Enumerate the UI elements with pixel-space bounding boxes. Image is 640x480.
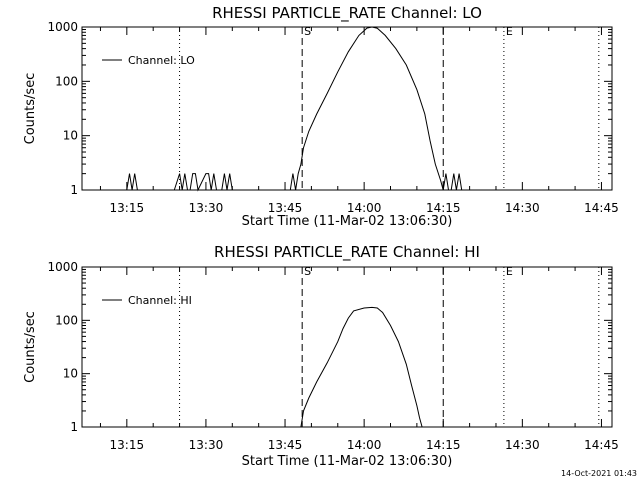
x-tick-label: 13:30	[189, 438, 224, 452]
y-tick-label: 1	[70, 420, 78, 434]
x-tick-label: 14:45	[584, 201, 619, 215]
y-axis-label: Counts/sec	[23, 311, 38, 383]
series-line-1	[82, 26, 612, 192]
x-tick-label: 13:45	[268, 438, 303, 452]
y-tick-label: 1000	[47, 260, 78, 274]
x-tick-label: 14:30	[505, 438, 540, 452]
chart-title: RHESSI PARTICLE_RATE Channel: LO	[212, 4, 482, 23]
x-tick-label: 14:00	[347, 201, 382, 215]
y-tick-label: 10	[63, 367, 78, 381]
x-tick-label: 13:30	[189, 201, 224, 215]
y-axis-label: Counts/sec	[23, 73, 38, 145]
annotation-label-e: E	[506, 25, 513, 38]
legend-label: Channel: HI	[128, 294, 192, 307]
plot-frame	[81, 266, 613, 428]
chart-panel-1: RHESSI PARTICLE_RATE Channel: LO S E 13:15 1…	[23, 4, 619, 229]
y-tick-label: 10	[63, 129, 78, 143]
series-line-1	[300, 306, 423, 428]
x-tick-label: 14:15	[426, 438, 461, 452]
chart-title: RHESSI PARTICLE_RATE Channel: HI	[214, 243, 480, 262]
x-tick-label: 13:45	[268, 201, 303, 215]
y-tick-label: 1	[70, 183, 78, 197]
x-tick-label: 13:15	[110, 201, 145, 215]
chart-panel-2: RHESSI PARTICLE_RATE Channel: HI S E 13:15 1…	[23, 243, 619, 469]
x-tick-label: 14:45	[584, 438, 619, 452]
x-axis-label: Start Time (11-Mar-02 13:06:30)	[242, 454, 453, 469]
annotation-label-s: S	[304, 25, 311, 38]
x-tick-label: 14:15	[426, 201, 461, 215]
y-tick-label: 100	[55, 74, 78, 88]
y-tick-label: 1000	[47, 20, 78, 34]
legend-label: Channel: LO	[128, 54, 195, 67]
plot-frame	[81, 26, 613, 191]
x-axis-label: Start Time (11-Mar-02 13:06:30)	[242, 214, 453, 229]
annotation-label-e: E	[506, 265, 513, 278]
x-tick-label: 14:00	[347, 438, 382, 452]
x-tick-label: 14:30	[505, 201, 540, 215]
annotation-label-s: S	[304, 265, 311, 278]
x-tick-label: 13:15	[110, 438, 145, 452]
y-tick-label: 100	[55, 313, 78, 327]
timestamp-label: 14-Oct-2021 01:43	[561, 469, 637, 478]
